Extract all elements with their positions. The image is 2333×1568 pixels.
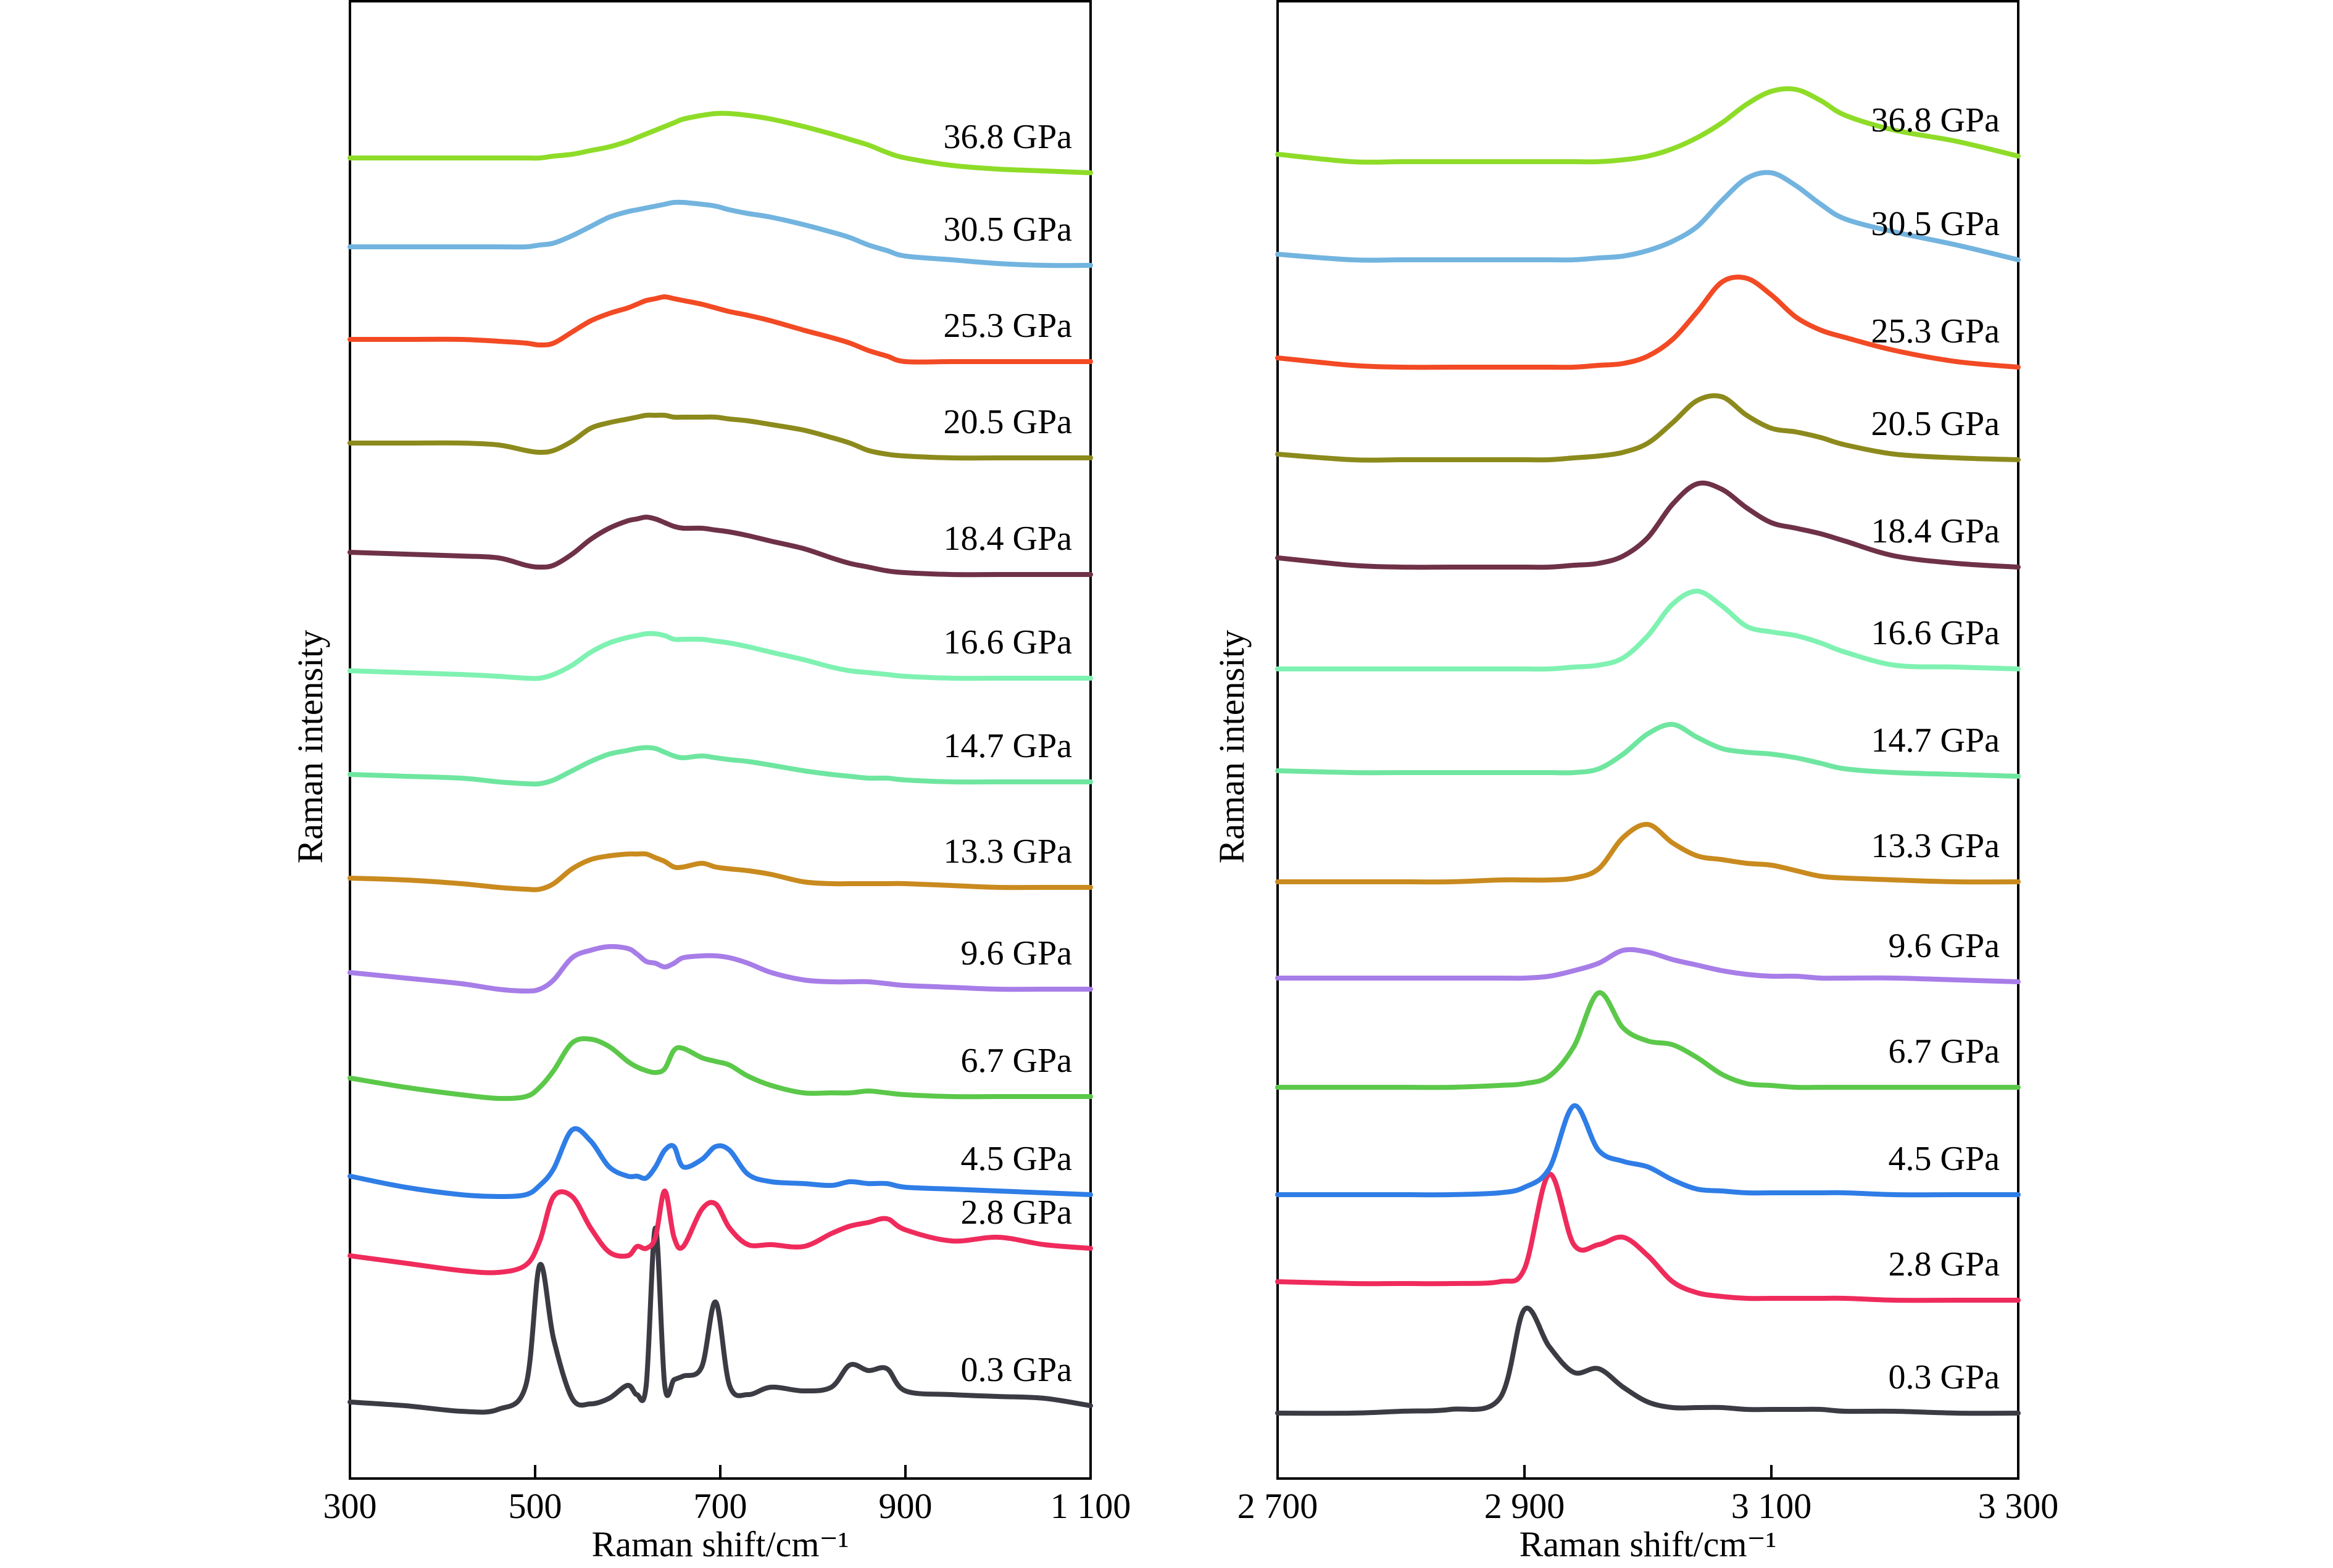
right-trace-label: 36.8 GPa [1871, 101, 2000, 139]
left-trace-label: 16.6 GPa [944, 623, 1073, 662]
right-trace-6-7-gpa [1275, 990, 2021, 1090]
right-trace-label: 6.7 GPa [1889, 1032, 2000, 1071]
left-trace-2-8-gpa [347, 1188, 1093, 1276]
right-trace-label: 4.5 GPa [1889, 1140, 2000, 1178]
right-trace-20-5-gpa [1275, 393, 2021, 463]
left-trace-0-3-gpa [347, 1226, 1093, 1415]
left-trace-20-5-gpa [347, 412, 1093, 461]
right-trace-label: 0.3 GPa [1889, 1358, 2000, 1396]
left-trace-label: 6.7 GPa [961, 1042, 1073, 1080]
right-x-axis-label: Raman shift/cm⁻¹ [1520, 1524, 1777, 1564]
right-trace-18-4-gpa [1275, 480, 2021, 570]
right-trace-label: 25.3 GPa [1871, 312, 2000, 351]
right-trace-36-8-gpa [1275, 86, 2021, 165]
right-trace-30-5-gpa [1275, 170, 2021, 263]
right-trace-13-3-gpa [1275, 821, 2021, 885]
left-x-axis-label: Raman shift/cm⁻¹ [592, 1524, 849, 1564]
left-trace-30-5-gpa [347, 199, 1093, 268]
left-x-tick-label: 1 100 [1050, 1486, 1131, 1526]
left-trace-label: 30.5 GPa [944, 210, 1073, 249]
right-traces [1275, 86, 2021, 1416]
right-trace-label: 14.7 GPa [1871, 721, 2000, 760]
right-trace-label: 18.4 GPa [1871, 512, 2000, 550]
left-trace-labels: 0.3 GPa 2.8 GPa 4.5 GPa 6.7 GPa 9.6 GPa 13.3 … [944, 118, 1073, 1389]
right-trace-label: 13.3 GPa [1871, 827, 2000, 865]
right-x-tick-label: 2 900 [1484, 1486, 1565, 1526]
left-x-ticks [349, 1465, 1092, 1479]
right-x-tick-label: 2 700 [1237, 1486, 1318, 1526]
left-trace-label: 20.5 GPa [944, 403, 1073, 441]
right-trace-9-6-gpa [1275, 947, 2021, 984]
left-traces [347, 110, 1093, 1415]
right-trace-label: 9.6 GPa [1889, 927, 2000, 965]
right-plot-frame [1276, 0, 2019, 1480]
left-trace-label: 4.5 GPa [961, 1140, 1073, 1178]
right-x-tick-label: 3 300 [1978, 1486, 2059, 1526]
left-x-tick-label: 300 [323, 1486, 377, 1526]
right-trace-14-7-gpa [1275, 721, 2021, 779]
left-x-tick-label: 900 [879, 1486, 933, 1526]
right-trace-label: 16.6 GPa [1871, 614, 2000, 652]
right-trace-0-3-gpa [1275, 1305, 2021, 1416]
left-trace-4-5-gpa [347, 1126, 1093, 1199]
left-x-tick-label: 700 [694, 1486, 747, 1526]
right-panel: 2 700 2 900 3 100 3 300 0.3 GPa 2.8 GPa 4.5 G… [1212, 0, 2059, 1564]
left-x-tick-label: 500 [509, 1486, 562, 1526]
left-trace-label: 13.3 GPa [944, 832, 1073, 871]
left-y-axis-label: Raman intensity [290, 630, 330, 864]
right-y-axis-label: Raman intensity [1212, 630, 1252, 864]
left-trace-18-4-gpa [347, 515, 1093, 578]
left-trace-36-8-gpa [347, 110, 1093, 175]
left-trace-6-7-gpa [347, 1036, 1093, 1101]
right-trace-25-3-gpa [1275, 274, 2021, 370]
right-trace-labels: 0.3 GPa 2.8 GPa 4.5 GPa 6.7 GPa 9.6 GPa 13.3 … [1871, 101, 2000, 1396]
left-panel: 300 500 700 900 1 100 0.3 GPa 2.8 GPa 4.5 GPa 6… [290, 0, 1131, 1564]
right-trace-4-5-gpa [1275, 1103, 2021, 1198]
left-trace-14-7-gpa [347, 745, 1093, 787]
right-trace-label: 20.5 GPa [1871, 405, 2000, 443]
left-trace-13-3-gpa [347, 851, 1093, 892]
left-trace-label: 2.8 GPa [961, 1193, 1073, 1232]
right-trace-label: 2.8 GPa [1889, 1245, 2000, 1284]
left-trace-label: 36.8 GPa [944, 118, 1073, 156]
left-trace-label: 18.4 GPa [944, 520, 1073, 558]
right-x-ticks [1276, 1465, 2019, 1479]
left-trace-9-6-gpa [347, 944, 1093, 993]
left-trace-label: 14.7 GPa [944, 727, 1073, 765]
right-x-tick-label: 3 100 [1731, 1486, 1812, 1526]
left-trace-label: 9.6 GPa [961, 934, 1073, 973]
left-trace-25-3-gpa [347, 294, 1093, 365]
right-x-tick-labels: 2 700 2 900 3 100 3 300 [1237, 1486, 2059, 1526]
left-trace-label: 25.3 GPa [944, 307, 1073, 345]
left-x-tick-labels: 300 500 700 900 1 100 [323, 1486, 1131, 1526]
right-trace-label: 30.5 GPa [1871, 205, 2000, 243]
right-trace-16-6-gpa [1275, 589, 2021, 672]
left-trace-label: 0.3 GPa [961, 1351, 1073, 1389]
right-trace-2-8-gpa [1275, 1172, 2021, 1303]
left-trace-16-6-gpa [347, 631, 1093, 681]
